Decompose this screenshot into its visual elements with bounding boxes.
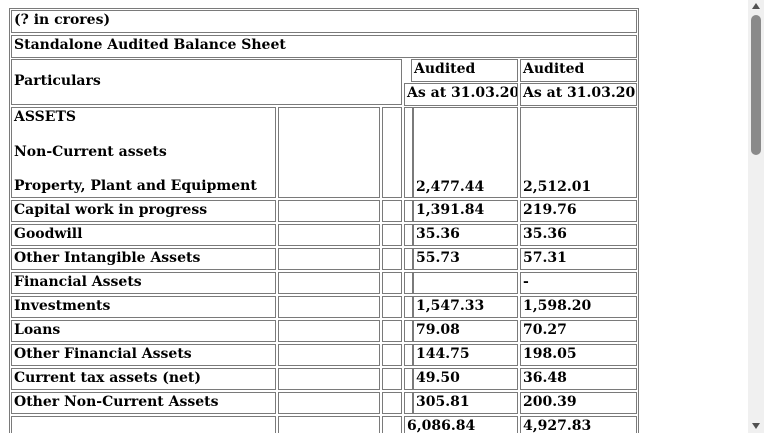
row-label: Other Intangible Assets <box>11 248 276 270</box>
unit-note: (? in crores) <box>11 10 637 33</box>
total-2017: 4,927.83 <box>520 416 637 433</box>
empty-cell <box>278 344 380 366</box>
empty-cell <box>278 392 380 414</box>
empty-cell <box>278 416 380 433</box>
empty-cell <box>382 107 402 198</box>
empty-cell <box>278 296 380 318</box>
value-2018 <box>413 272 518 294</box>
empty-cell <box>278 248 380 270</box>
value-2017: 1,598.20 <box>520 296 637 318</box>
empty-cell <box>278 272 380 294</box>
row-label: Current tax assets (net) <box>11 368 276 390</box>
sheet-title: Standalone Audited Balance Sheet <box>11 35 637 58</box>
column-2018-date: As at 31.03.2018 <box>404 83 518 106</box>
section-non-current-assets: Non-Current assets <box>14 144 167 160</box>
particulars-header: Particulars <box>11 59 402 105</box>
empty-cell <box>382 320 402 342</box>
section-assets: ASSETS <box>14 109 76 125</box>
empty-cell <box>278 107 380 198</box>
assets-block: ASSETS Non-Current assets Property, Plant … <box>11 107 276 198</box>
empty-cell <box>382 392 402 414</box>
row-label: Financial Assets <box>11 272 276 294</box>
value-2018: 1,391.84 <box>413 200 518 222</box>
row-label: Goodwill <box>11 224 276 246</box>
empty-cell <box>278 224 380 246</box>
empty-cell <box>404 344 413 366</box>
empty-cell <box>404 107 413 198</box>
column-2017-date: As at 31.03.2017 <box>520 83 637 106</box>
column-2017-status: Audited <box>520 59 637 82</box>
value-2017: 198.05 <box>520 344 637 366</box>
empty-cell <box>382 344 402 366</box>
value-2017: - <box>520 272 637 294</box>
scroll-thumb[interactable] <box>751 15 761 155</box>
value-2018: 49.50 <box>413 368 518 390</box>
empty-cell <box>404 200 413 222</box>
scroll-down-arrow-icon[interactable] <box>752 423 760 429</box>
row-label: Investments <box>11 296 276 318</box>
value-2018: 35.36 <box>413 224 518 246</box>
table-outer-border <box>9 8 639 433</box>
balance-sheet-page: (? in crores) Standalone Audited Balance… <box>9 8 639 433</box>
vertical-scrollbar[interactable] <box>748 0 764 433</box>
empty-cell <box>404 368 413 390</box>
value-2018: 305.81 <box>413 392 518 414</box>
empty-cell <box>11 416 276 433</box>
value-2017: 57.31 <box>520 248 637 270</box>
empty-cell <box>382 272 402 294</box>
empty-cell <box>382 368 402 390</box>
empty-cell <box>382 416 402 433</box>
total-2018: 6,086.84 <box>404 416 518 433</box>
row-label: Loans <box>11 320 276 342</box>
value-2017: 200.39 <box>520 392 637 414</box>
value-2017: 35.36 <box>520 224 637 246</box>
empty-cell <box>278 368 380 390</box>
empty-cell <box>382 224 402 246</box>
value-2017: 70.27 <box>520 320 637 342</box>
scroll-up-arrow-icon[interactable] <box>752 3 760 9</box>
empty-cell <box>404 272 413 294</box>
empty-cell <box>382 296 402 318</box>
empty-cell <box>404 224 413 246</box>
value-2017: 2,512.01 <box>520 107 637 198</box>
empty-cell <box>404 392 413 414</box>
value-2018: 1,547.33 <box>413 296 518 318</box>
value-2017: 219.76 <box>520 200 637 222</box>
empty-cell <box>278 200 380 222</box>
value-2018: 79.08 <box>413 320 518 342</box>
value-2017: 36.48 <box>520 368 637 390</box>
row-label: Capital work in progress <box>11 200 276 222</box>
value-2018: 55.73 <box>413 248 518 270</box>
empty-cell <box>382 248 402 270</box>
empty-cell <box>404 248 413 270</box>
empty-cell <box>382 200 402 222</box>
row-label: Other Financial Assets <box>11 344 276 366</box>
empty-cell <box>278 320 380 342</box>
column-2018-status: Audited <box>411 59 518 82</box>
row-label: Property, Plant and Equipment <box>14 178 257 194</box>
value-2018: 2,477.44 <box>413 107 518 198</box>
empty-cell <box>404 296 413 318</box>
row-label: Other Non-Current Assets <box>11 392 276 414</box>
value-2018: 144.75 <box>413 344 518 366</box>
empty-cell <box>404 320 413 342</box>
